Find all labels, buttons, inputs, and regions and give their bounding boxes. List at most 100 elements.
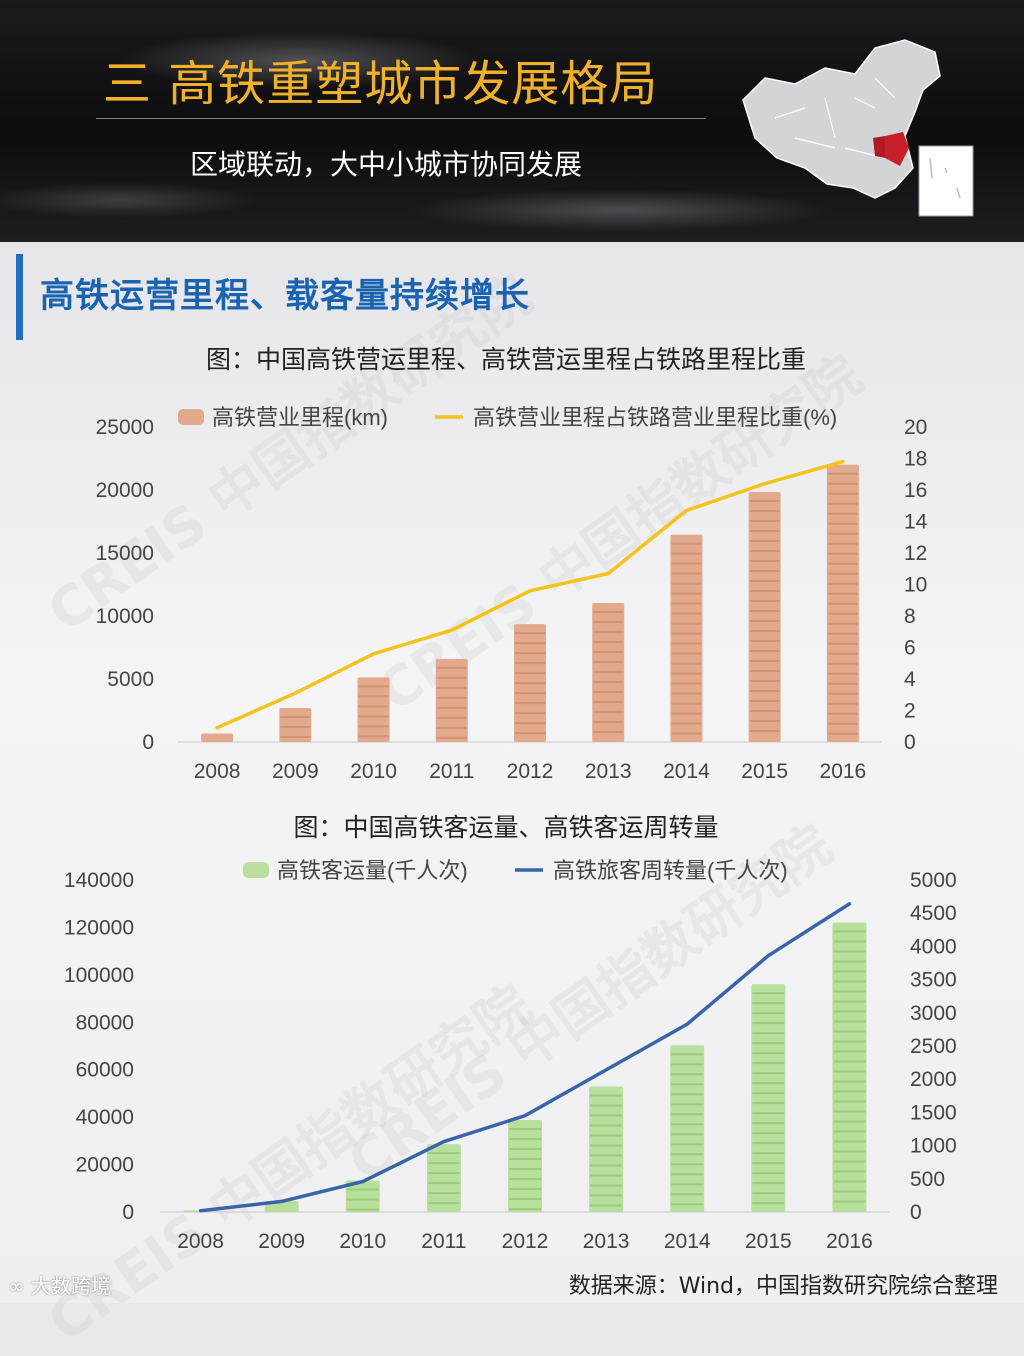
line-point xyxy=(442,1140,446,1144)
line-point xyxy=(841,460,845,464)
line-point xyxy=(199,1209,203,1213)
line-point xyxy=(766,954,770,958)
y-tick-label-right: 8 xyxy=(904,605,916,628)
logo-icon: ∞ xyxy=(8,1274,32,1298)
y-tick-label-left: 100000 xyxy=(64,964,134,987)
y-tick-label-right: 500 xyxy=(910,1168,945,1191)
line-point xyxy=(361,1179,365,1183)
y-tick-label-right: 2 xyxy=(904,700,916,723)
chart-title: 图：中国高铁客运量、高铁客运周转量 xyxy=(293,814,718,842)
x-tick-label: 2014 xyxy=(664,1230,711,1253)
bar xyxy=(426,1144,461,1212)
y-tick-label-right: 18 xyxy=(904,448,927,471)
bar xyxy=(589,1086,624,1212)
line-point xyxy=(215,726,219,730)
y-tick-label-left: 80000 xyxy=(76,1011,134,1034)
y-tick-label-right: 3500 xyxy=(910,969,957,992)
line-point xyxy=(523,1114,527,1118)
x-tick-label: 2011 xyxy=(421,1230,466,1253)
y-tick-label-right: 5000 xyxy=(910,869,957,892)
y-tick-label-right: 4500 xyxy=(910,902,957,925)
y-tick-label-left: 140000 xyxy=(64,869,134,892)
legend-label: 高铁旅客周转量(千人次) xyxy=(553,858,788,883)
legend-label: 高铁客运量(千人次) xyxy=(277,858,468,883)
line-point xyxy=(372,652,376,656)
legend-swatch-bar xyxy=(243,862,269,878)
y-tick-label-left: 60000 xyxy=(76,1059,134,1082)
section-title: 高铁运营里程、载客量持续增长 xyxy=(40,276,530,316)
bar xyxy=(435,658,468,742)
y-tick-label-right: 1000 xyxy=(910,1135,957,1158)
x-tick-label: 2013 xyxy=(585,760,632,783)
y-tick-label-right: 2500 xyxy=(910,1035,957,1058)
bar xyxy=(751,984,786,1212)
line-point xyxy=(763,482,767,486)
y-tick-label-right: 14 xyxy=(904,511,928,534)
y-tick-label-right: 3000 xyxy=(910,1002,957,1025)
banner-divider xyxy=(96,118,706,119)
x-tick-label: 2016 xyxy=(820,760,867,783)
x-tick-label: 2008 xyxy=(194,760,241,783)
x-tick-label: 2008 xyxy=(177,1230,224,1253)
bar xyxy=(832,922,867,1212)
chart-legend: 高铁营业里程(km) 高铁营业里程占铁路营业里程比重(%) xyxy=(178,405,837,430)
x-tick-label: 2009 xyxy=(272,760,319,783)
line-point xyxy=(604,1068,608,1072)
y-tick-label-right: 0 xyxy=(910,1201,922,1224)
bar xyxy=(514,624,546,742)
x-tick-label: 2010 xyxy=(339,1230,386,1253)
y-tick-label-right: 10 xyxy=(904,574,927,597)
x-tick-label: 2016 xyxy=(826,1230,873,1253)
x-tick-label: 2013 xyxy=(583,1230,630,1253)
y-tick-label-left: 5000 xyxy=(107,668,154,691)
y-tick-label-left: 10000 xyxy=(96,605,154,628)
data-source-note: 数据来源：Wind，中国指数研究院综合整理 xyxy=(568,1274,998,1299)
bar xyxy=(508,1119,542,1212)
y-tick-label-right: 4 xyxy=(904,668,916,691)
line-point xyxy=(280,1199,284,1203)
line-point xyxy=(684,508,688,512)
x-tick-label: 2010 xyxy=(350,760,397,783)
y-tick-label-left: 0 xyxy=(142,731,154,754)
bar xyxy=(279,707,312,742)
x-tick-label: 2009 xyxy=(258,1230,305,1253)
x-tick-label: 2012 xyxy=(507,760,554,783)
line-point xyxy=(293,691,297,695)
chart-title: 图：中国高铁营运里程、高铁营运里程占铁路里程比重 xyxy=(206,346,806,374)
bar xyxy=(357,677,390,742)
x-tick-label: 2011 xyxy=(429,760,474,783)
y-tick-label-right: 6 xyxy=(904,637,916,660)
y-tick-label-left: 0 xyxy=(122,1201,134,1224)
banner-subtitle: 区域联动，大中小城市协同发展 xyxy=(190,148,583,181)
x-tick-label: 2015 xyxy=(741,760,788,783)
legend-label: 高铁营业里程占铁路营业里程比重(%) xyxy=(473,405,837,430)
y-tick-label-left: 20000 xyxy=(96,479,154,502)
bar xyxy=(670,534,703,742)
y-tick-label-right: 20 xyxy=(904,416,927,439)
y-tick-label-right: 16 xyxy=(904,479,927,502)
header-banner: 三 高铁重塑城市发展格局 区域联动，大中小城市协同发展 xyxy=(0,0,1024,242)
x-tick-label: 2015 xyxy=(745,1230,792,1253)
line-point xyxy=(685,1022,689,1026)
bar xyxy=(345,1180,380,1212)
bar xyxy=(201,733,234,742)
banner-title: 三 高铁重塑城市发展格局 xyxy=(103,56,659,112)
line-point xyxy=(606,571,610,575)
y-tick-label-right: 0 xyxy=(904,731,916,754)
y-tick-label-left: 20000 xyxy=(76,1154,134,1177)
bar xyxy=(670,1045,705,1212)
y-tick-label-right: 4000 xyxy=(910,935,957,958)
y-tick-label-right: 2000 xyxy=(910,1068,957,1091)
china-map-icon xyxy=(742,39,974,217)
line-point xyxy=(450,628,454,632)
y-tick-label-left: 120000 xyxy=(64,916,134,939)
bar xyxy=(748,492,781,742)
y-tick-label-right: 1500 xyxy=(910,1101,957,1124)
footer-logo: ∞ 大数跨境 xyxy=(8,1270,111,1299)
y-tick-label-left: 15000 xyxy=(96,542,154,565)
y-tick-label-right: 12 xyxy=(904,542,927,565)
legend-swatch-bar xyxy=(178,409,204,425)
